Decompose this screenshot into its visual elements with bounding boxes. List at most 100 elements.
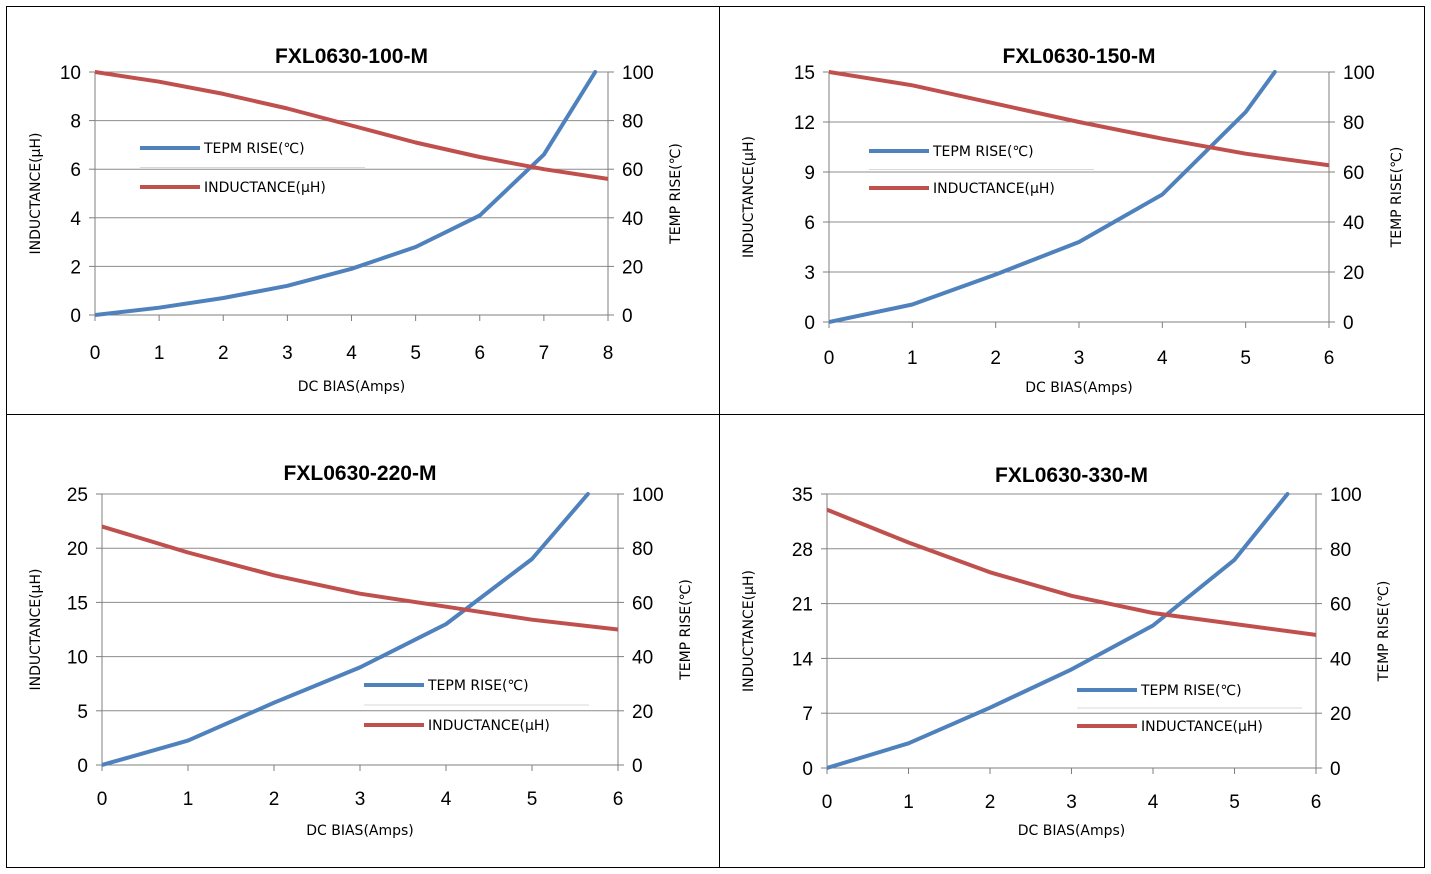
- y-axis-label-right: TEMP RISE(℃): [668, 143, 684, 245]
- x-tick-label: 0: [822, 792, 833, 813]
- x-axis-label: DC BIAS(Amps): [1018, 823, 1126, 839]
- legend-label: INDUCTANCE(µH): [204, 180, 326, 196]
- inductance-line: [95, 70, 608, 181]
- x-tick-label: 3: [1066, 792, 1077, 813]
- x-tick-label: 6: [1311, 792, 1322, 813]
- grid-divider-horizontal: [7, 414, 1424, 415]
- y-right-tick-label: 60: [1330, 595, 1351, 616]
- x-tick-label: 3: [355, 789, 366, 810]
- x-tick-label: 1: [903, 792, 914, 813]
- y-left-tick-label: 9: [804, 163, 815, 184]
- y-right-tick-label: 40: [1330, 649, 1351, 670]
- temp-rise-line: [102, 492, 590, 767]
- legend-label: TEPM RISE(℃): [932, 144, 1034, 160]
- y-right-tick-label: 80: [632, 539, 653, 560]
- y-right-tick-label: 100: [1343, 63, 1375, 84]
- y-right-tick-label: 40: [632, 648, 653, 669]
- x-tick-label: 6: [474, 343, 485, 364]
- chart-panel-fxl0630-220-m: 0 1 2 3 4 5 6 0 5 10 15 20 25 0 20 40 60 80 100 TEPM RISE(℃…: [6, 414, 718, 844]
- x-tick-label: 2: [990, 348, 1001, 369]
- legend-label: INDUCTANCE(µH): [1141, 719, 1263, 735]
- y-right-tick-label: 100: [622, 63, 654, 84]
- temp-rise-line: [95, 70, 598, 317]
- y-right-tick-label: 100: [1330, 485, 1362, 506]
- y-right-tick-label: 40: [1343, 213, 1364, 234]
- chart-title: FXL0630-220-M: [284, 462, 437, 485]
- y-left-tick-label: 21: [792, 595, 813, 616]
- y-axis-label-left: INDUCTANCE(µH): [28, 133, 44, 255]
- x-tick-label: 7: [539, 343, 550, 364]
- x-axis-label: DC BIAS(Amps): [298, 379, 406, 395]
- legend-label: TEPM RISE(℃): [1140, 683, 1242, 699]
- x-tick-label: 2: [269, 789, 280, 810]
- chart-title: FXL0630-150-M: [1003, 45, 1156, 68]
- y-right-tick-label: 0: [632, 756, 643, 777]
- y-left-tick-label: 35: [792, 485, 813, 506]
- y-axis-label-right: TEMP RISE(℃): [678, 579, 694, 681]
- y-axis-label-right: TEMP RISE(℃): [1376, 581, 1392, 683]
- y-right-tick-label: 60: [622, 160, 643, 181]
- x-tick-label: 3: [1074, 348, 1085, 369]
- y-left-tick-label: 8: [70, 112, 81, 133]
- y-left-tick-label: 14: [792, 649, 814, 670]
- chart-panel-fxl0630-330-m: 0 1 2 3 4 5 6 0 7 14 21 28 35 0 20 40 60 80 100 TEPM RISE(℃…: [719, 414, 1431, 844]
- y-left-tick-label: 4: [70, 209, 81, 230]
- y-right-tick-label: 40: [622, 209, 643, 230]
- y-left-tick-label: 5: [77, 702, 88, 723]
- y-left-tick-label: 28: [792, 540, 813, 561]
- y-left-tick-label: 15: [794, 63, 815, 84]
- x-axis-label: DC BIAS(Amps): [306, 823, 414, 839]
- x-tick-label: 2: [985, 792, 996, 813]
- grid-divider-vertical: [719, 7, 720, 867]
- y-left-tick-label: 15: [67, 593, 88, 614]
- chart-title: FXL0630-330-M: [995, 464, 1148, 487]
- y-right-tick-label: 0: [1343, 313, 1354, 334]
- temp-rise-line: [827, 492, 1290, 770]
- chart-panel-fxl0630-100-m: 0 1 2 3 4 5 6 7 8 0 2 4 6 8 10 0 20 40 60 80 100 TEPM RISE(℃)…: [6, 6, 718, 436]
- y-right-tick-label: 20: [632, 702, 653, 723]
- y-right-tick-label: 100: [632, 485, 664, 506]
- y-right-tick-label: 80: [1330, 540, 1351, 561]
- x-tick-label: 6: [613, 789, 624, 810]
- chart-grid-frame: [6, 6, 1425, 868]
- x-tick-label: 3: [282, 343, 293, 364]
- y-left-tick-label: 6: [804, 213, 815, 234]
- y-right-tick-label: 80: [1343, 113, 1364, 134]
- y-right-tick-label: 60: [632, 593, 653, 614]
- x-tick-label: 1: [183, 789, 194, 810]
- legend-label: INDUCTANCE(µH): [428, 718, 550, 734]
- y-left-tick-label: 0: [77, 756, 88, 777]
- y-axis-label-left: INDUCTANCE(µH): [741, 136, 757, 258]
- y-left-tick-label: 3: [804, 263, 815, 284]
- y-right-tick-label: 0: [622, 306, 633, 327]
- y-right-tick-label: 20: [1330, 704, 1351, 725]
- inductance-line: [102, 524, 618, 632]
- y-right-tick-label: 20: [622, 257, 643, 278]
- x-tick-label: 8: [603, 343, 614, 364]
- y-left-tick-label: 10: [60, 63, 81, 84]
- y-left-tick-label: 6: [70, 160, 81, 181]
- legend-label: TEPM RISE(℃): [203, 141, 305, 157]
- chart-title: FXL0630-100-M: [275, 45, 428, 68]
- x-tick-label: 1: [907, 348, 918, 369]
- x-axis-label: DC BIAS(Amps): [1025, 380, 1133, 396]
- inductance-line: [827, 507, 1316, 637]
- x-tick-label: 5: [1240, 348, 1251, 369]
- x-tick-label: 4: [1157, 348, 1168, 369]
- y-left-tick-label: 0: [802, 759, 813, 780]
- y-left-tick-label: 10: [67, 648, 88, 669]
- y-right-tick-label: 0: [1330, 759, 1341, 780]
- y-right-tick-label: 80: [622, 112, 643, 133]
- y-left-tick-label: 0: [70, 306, 81, 327]
- legend-label: INDUCTANCE(µH): [933, 181, 1055, 197]
- x-tick-label: 1: [154, 343, 165, 364]
- y-right-tick-label: 20: [1343, 263, 1364, 284]
- y-left-tick-label: 0: [804, 313, 815, 334]
- y-left-tick-label: 2: [70, 257, 81, 278]
- y-axis-label-left: INDUCTANCE(µH): [28, 569, 44, 691]
- x-tick-label: 0: [824, 348, 835, 369]
- chart-panel-fxl0630-150-m: 0 1 2 3 4 5 6 0 3 6 9 12 15 0 20 40 60 80 100 TEPM RISE(℃) I…: [719, 6, 1431, 436]
